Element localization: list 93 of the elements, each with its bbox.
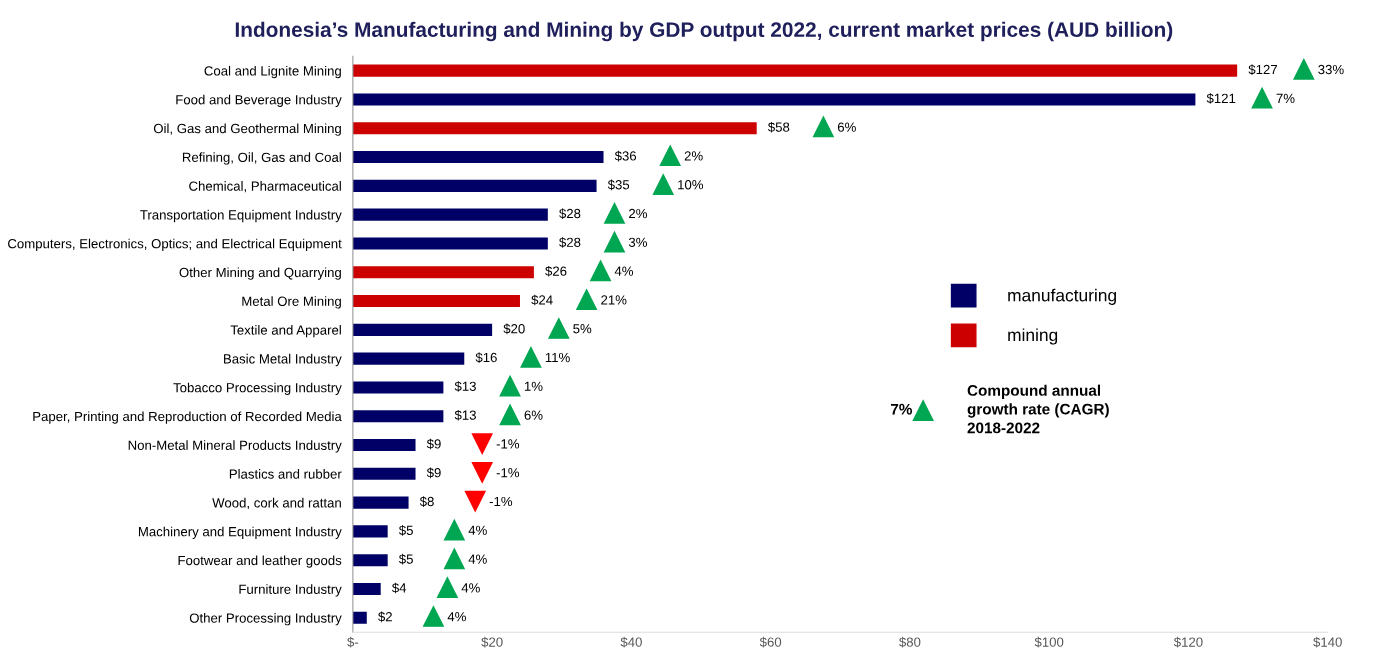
- x-tick-label: $120: [1173, 636, 1203, 648]
- y-tick-label: Machinery and Equipment Industry: [138, 526, 342, 539]
- y-tick-label: Wood, cork and rattan: [212, 497, 341, 510]
- y-tick-label: Transportation Equipment Industry: [140, 209, 342, 223]
- bar: [352, 64, 1238, 77]
- annotation: 4%: [468, 525, 487, 535]
- annotation: Compound annual growth rate (CAGR) 2018-2022: [967, 384, 1109, 434]
- data-label: $28: [559, 237, 581, 248]
- x-tick-label: $-: [347, 636, 359, 648]
- annotation: 7%: [890, 403, 913, 415]
- data-label: $5: [398, 553, 413, 565]
- bar: [352, 496, 409, 509]
- bar: [352, 554, 388, 567]
- annotation: -1%: [489, 496, 513, 507]
- annotation: 4%: [447, 612, 466, 622]
- y-tick-label: Food and Beverage Industry: [176, 94, 342, 107]
- data-label: $8: [419, 496, 434, 507]
- bar: [352, 323, 493, 336]
- annotation: 6%: [524, 410, 543, 420]
- y-tick-label: Textile and Apparel: [230, 325, 341, 338]
- annotation: 10%: [678, 180, 704, 190]
- bar: [352, 438, 416, 452]
- bar: [352, 582, 381, 596]
- data-label: $5: [398, 525, 413, 536]
- annotation: 1%: [524, 381, 543, 391]
- bar: [352, 151, 604, 164]
- y-tick-label: Chemical, Pharmaceutical: [189, 181, 341, 193]
- data-label: $28: [559, 208, 581, 219]
- bar: [352, 611, 367, 624]
- x-tick-label: $60: [759, 636, 782, 648]
- annotation: 7%: [1276, 93, 1295, 103]
- annotation: -1%: [496, 468, 520, 478]
- annotation: 11%: [545, 352, 570, 363]
- data-label: $24: [531, 294, 553, 306]
- annotation: 6%: [837, 122, 856, 132]
- data-label: $9: [426, 438, 441, 450]
- chart-title: Indonesia’s Manufacturing and Mining by GDP output 2022, current market prices (AUD billion): [235, 21, 1173, 42]
- annotation: 21%: [601, 295, 627, 305]
- data-label: $9: [426, 467, 441, 479]
- annotation: 3%: [628, 237, 647, 247]
- y-tick-label: Other Processing Industry: [189, 613, 342, 626]
- data-label: $26: [545, 265, 567, 277]
- data-label: $13: [454, 381, 476, 392]
- annotation: 33%: [1318, 64, 1344, 75]
- y-tick-label: Furniture Industry: [239, 584, 342, 597]
- y-tick-label: Computers, Electronics, Optics; and Electrical Equipment: [8, 238, 342, 251]
- data-label: $58: [767, 121, 790, 133]
- y-tick-label: Coal and Lignite Mining: [204, 65, 341, 79]
- bar: [352, 237, 548, 250]
- x-tick-label: $100: [1034, 636, 1064, 648]
- data-label: $2: [378, 611, 392, 623]
- x-tick-label: $140: [1313, 636, 1342, 648]
- data-label: $121: [1206, 93, 1236, 104]
- y-tick-label: Footwear and leather goods: [178, 555, 342, 568]
- y-tick-label: Non-Metal Mineral Products Industry: [128, 440, 342, 453]
- bar: [352, 381, 444, 394]
- bar: [352, 295, 520, 308]
- annotation: 2%: [684, 151, 703, 161]
- y-tick-label: Plastics and rubber: [229, 469, 342, 479]
- y-tick-label: Oil, Gas and Geothermal Mining: [153, 123, 341, 136]
- data-label: $35: [607, 179, 630, 191]
- data-label: $36: [614, 150, 637, 162]
- x-tick-label: $40: [620, 636, 642, 648]
- bar: [352, 352, 465, 365]
- annotation: -1%: [496, 439, 520, 449]
- x-tick-label: $80: [899, 636, 921, 648]
- data-label: $16: [475, 352, 497, 363]
- bar: [352, 122, 757, 135]
- bar: [352, 93, 1196, 106]
- annotation: 4%: [614, 266, 634, 276]
- y-tick-label: Paper, Printing and Reproduction of Recorded Media: [33, 411, 342, 424]
- bar: [352, 525, 388, 538]
- annotation: 4%: [461, 583, 480, 593]
- annotation: 4%: [468, 554, 487, 564]
- bar: [352, 410, 444, 423]
- data-label: $20: [503, 323, 525, 335]
- data-label: $13: [454, 409, 476, 421]
- legend-label: manufacturing: [1008, 288, 1116, 305]
- data-label: $127: [1248, 64, 1277, 75]
- y-tick-label: Tobacco Processing Industry: [173, 382, 342, 395]
- bar: [352, 266, 534, 279]
- y-tick-label: Metal Ore Mining: [242, 296, 341, 309]
- y-tick-label: Basic Metal Industry: [224, 353, 342, 367]
- annotation: 5%: [573, 324, 592, 334]
- bar: [352, 208, 548, 221]
- bar: [352, 179, 597, 192]
- data-label: $4: [391, 582, 407, 594]
- annotation: 2%: [629, 208, 647, 219]
- y-tick-label: Other Mining and Quarrying: [179, 267, 341, 280]
- bar: [352, 467, 416, 480]
- legend-label: mining: [1008, 328, 1058, 345]
- x-tick-label: $20: [481, 636, 503, 648]
- y-tick-label: Refining, Oil, Gas and Coal: [182, 152, 341, 165]
